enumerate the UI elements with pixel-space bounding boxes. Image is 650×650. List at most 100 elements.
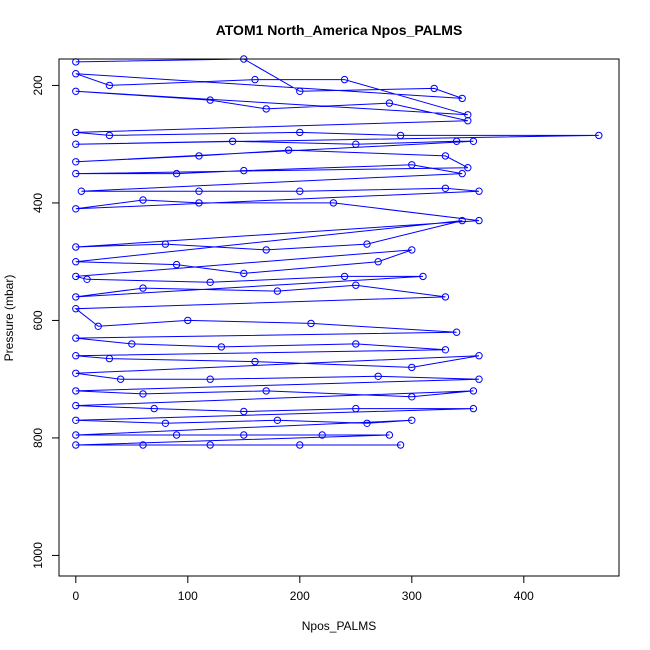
data-point-0-88: [408, 393, 416, 401]
data-point-0-77: [251, 357, 259, 366]
data-point-0-63: [352, 281, 360, 289]
data-point-0-106: [139, 441, 147, 449]
data-point-0-48: [363, 240, 371, 248]
data-point-0-65: [72, 305, 80, 313]
data-point-0-33: [408, 161, 416, 169]
data-point-0-10: [72, 87, 80, 96]
series-line-0: [74, 58, 599, 446]
data-point-0-3: [430, 84, 438, 93]
data-point-0-97: [273, 416, 282, 424]
y-tick-label-4: 1000: [31, 542, 45, 569]
data-point-0-75: [72, 352, 80, 360]
data-point-0-35: [77, 187, 86, 195]
data-point-0-79: [475, 352, 483, 360]
data-point-0-37: [296, 187, 304, 195]
data-point-0-76: [105, 354, 114, 363]
data-point-0-43: [329, 199, 338, 207]
x-tick-label-4: 400: [514, 589, 534, 603]
y-axis-label: Pressure (mbar): [2, 275, 16, 362]
data-point-0-14: [464, 117, 472, 125]
y-axis: 200 400 600 800 1000: [31, 75, 59, 569]
y-tick-label-3: 800: [31, 428, 45, 448]
data-point-0-49: [458, 216, 466, 225]
data-point-0-51: [172, 260, 181, 269]
data-point-0-27: [284, 146, 293, 154]
data-point-0-92: [240, 407, 248, 416]
x-tick-label-0: 0: [72, 589, 79, 603]
data-point-0-105: [72, 441, 80, 449]
data-point-0-41: [139, 196, 147, 204]
data-point-0-85: [72, 387, 80, 395]
data-point-0-8: [340, 75, 349, 84]
data-point-0-89: [469, 387, 478, 395]
data-point-0-23: [452, 137, 461, 146]
data-point-0-109: [396, 441, 405, 449]
data-point-0-7: [251, 75, 259, 84]
x-tick-label-3: 300: [402, 589, 422, 603]
data-point-0-5: [72, 70, 80, 78]
data-point-0-73: [352, 340, 360, 348]
data-point-0-53: [374, 258, 382, 266]
data-point-0-57: [206, 278, 214, 286]
data-point-0-83: [374, 372, 382, 380]
data-point-0-2: [296, 87, 304, 96]
data-point-0-84: [475, 375, 483, 383]
data-point-0-67: [184, 316, 192, 325]
data-point-0-46: [161, 240, 170, 248]
plot-frame: [58, 58, 620, 577]
data-point-0-45: [72, 243, 80, 251]
data-point-0-69: [452, 328, 461, 336]
data-point-0-59: [419, 272, 427, 281]
data-point-0-22: [352, 140, 360, 148]
data-point-0-30: [72, 169, 80, 178]
data-point-0-19: [595, 131, 603, 140]
data-point-0-70: [72, 334, 80, 342]
x-axis-label: Npos_PALMS: [302, 619, 376, 633]
data-point-0-74: [441, 346, 450, 354]
data-point-0-34: [458, 169, 466, 178]
data-point-0-12: [262, 105, 270, 113]
data-point-0-91: [150, 404, 158, 413]
data-point-0-100: [72, 431, 80, 439]
data-point-0-56: [83, 275, 91, 283]
data-point-0-68: [307, 319, 315, 328]
data-point-0-17: [296, 128, 304, 137]
data-point-0-102: [240, 431, 248, 439]
data-point-0-82: [206, 375, 214, 383]
data-point-0-78: [408, 363, 416, 372]
data-point-0-25: [72, 158, 80, 166]
y-tick-label-1: 400: [31, 193, 45, 213]
data-point-0-40: [72, 205, 80, 213]
data-point-0-107: [206, 441, 214, 449]
data-point-0-101: [172, 431, 181, 439]
data-point-0-104: [385, 431, 394, 439]
chart-title: ATOM1 North_America Npos_PALMS: [216, 22, 463, 38]
data-point-0-44: [475, 216, 483, 225]
data-point-0-95: [72, 416, 80, 424]
x-tick-label-1: 100: [178, 589, 198, 603]
data-point-0-24: [469, 137, 478, 146]
data-point-0-4: [458, 94, 466, 103]
x-tick-label-2: 200: [290, 589, 310, 603]
data-point-0-18: [396, 131, 405, 140]
data-point-0-93: [352, 404, 360, 413]
x-axis: 0 100 200 300 400: [72, 576, 534, 603]
data-point-0-11: [206, 96, 214, 104]
data-point-0-81: [116, 375, 125, 383]
data-point-0-71: [128, 340, 136, 348]
data-point-0-29: [464, 164, 472, 172]
data-point-0-54: [408, 246, 416, 254]
data-point-0-58: [340, 272, 349, 281]
data-point-0-32: [240, 166, 248, 175]
data-point-0-31: [172, 169, 181, 178]
data-point-0-94: [469, 404, 478, 413]
data-point-0-36: [195, 187, 203, 195]
data-point-0-64: [441, 293, 450, 301]
data-point-0-20: [72, 140, 80, 148]
data-point-0-55: [72, 272, 80, 281]
data-point-0-26: [195, 152, 203, 160]
data-point-0-90: [72, 401, 80, 410]
data-point-0-38: [441, 184, 450, 193]
data-point-0-15: [72, 128, 80, 137]
data-point-0-9: [464, 111, 472, 119]
